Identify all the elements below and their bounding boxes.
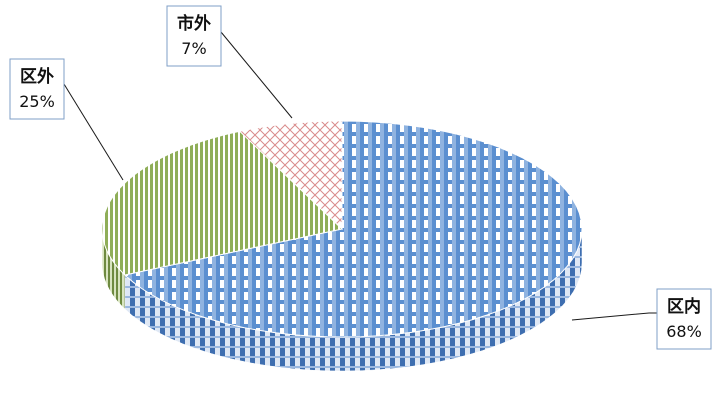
slice-2-label: 区外 — [20, 66, 54, 87]
slice-1-value-label: 68% — [666, 322, 702, 341]
slice-3-top — [238, 120, 343, 231]
slice-2-value-label: 25% — [19, 92, 55, 111]
slice-2-label-box — [9, 58, 65, 120]
slice-1-leader-line — [571, 312, 657, 321]
slice-3-label: 市外 — [177, 13, 211, 34]
slice-1-label-box — [656, 288, 712, 350]
slice-1-label: 区内 — [667, 296, 701, 317]
slice-1-top — [123, 120, 583, 338]
slice-2-top — [101, 130, 344, 276]
slice-3-value-label: 7% — [181, 39, 206, 58]
slice-3-label-box — [166, 5, 222, 67]
slice-2-leader-line — [63, 83, 124, 181]
slice-3-leader-line — [220, 31, 293, 119]
